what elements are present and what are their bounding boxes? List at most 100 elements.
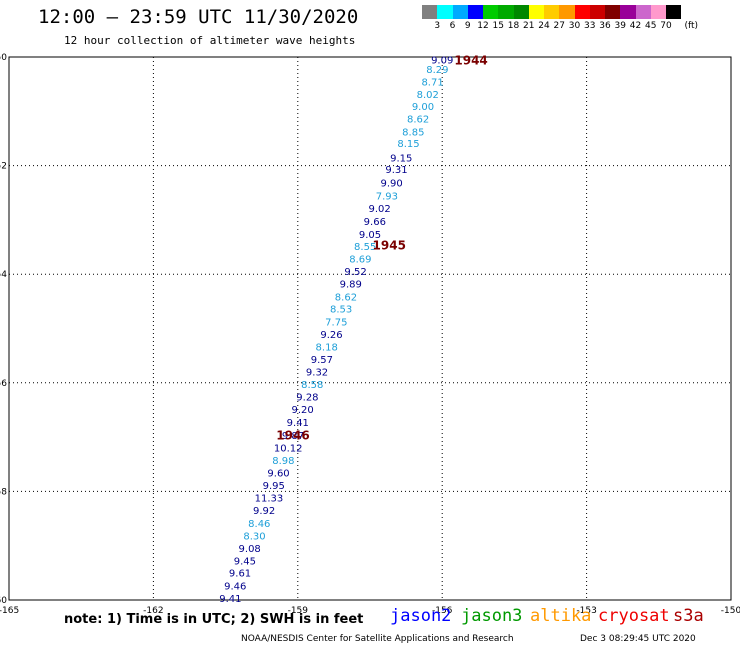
- legend-swatch: [452, 5, 468, 19]
- plot-frame: [8, 56, 732, 601]
- legend-tick-label: 21: [523, 21, 535, 31]
- legend-tick-label: 24: [538, 21, 550, 31]
- legend-tick-label: 39: [614, 21, 626, 31]
- y-tick-label: -58: [0, 487, 7, 497]
- swh-data-label: 9.87: [282, 431, 304, 442]
- legend-swatch: [513, 5, 529, 19]
- legend-swatch: [528, 5, 544, 19]
- swh-data-label: 8.58: [301, 380, 323, 391]
- legend-swatch: [422, 5, 438, 19]
- x-tick-label: -153: [576, 606, 596, 616]
- swh-data-label: 9.32: [306, 367, 328, 378]
- legend-tick-label: 27: [553, 21, 565, 31]
- swh-data-label: 8.30: [243, 531, 265, 542]
- legend-swatch: [544, 5, 560, 19]
- swh-data-label: 8.02: [417, 90, 439, 101]
- swh-data-label: 9.45: [234, 556, 256, 567]
- swh-data-label: 9.57: [311, 355, 333, 366]
- satellite-s3a: s3a: [673, 606, 704, 626]
- swh-data-label: 8.18: [316, 342, 338, 353]
- satellite-jason3: jason3: [461, 606, 523, 626]
- legend-ticks: 3 6 9 12 15 18 21 24 27 30 33 36 39 42 45 70 (ft): [422, 21, 698, 35]
- swh-data-label: 9.20: [291, 405, 313, 416]
- swh-data-label: 8.46: [248, 519, 270, 530]
- legend-swatch: [589, 5, 605, 19]
- legend-swatches: [422, 5, 682, 19]
- satellite-cryosat: cryosat: [598, 606, 670, 626]
- y-tick-label: -54: [0, 270, 7, 280]
- satellite-jason2: jason2: [390, 606, 452, 626]
- legend-tick-label: 6: [449, 21, 456, 31]
- swh-data-label: 9.92: [253, 506, 275, 517]
- swh-data-label: 8.62: [407, 114, 429, 125]
- swh-data-label: 9.08: [239, 544, 261, 555]
- legend-tick-label: 30: [568, 21, 581, 31]
- swh-data-label: 9.00: [412, 102, 434, 113]
- swh-data-label: 9.09: [431, 56, 453, 67]
- legend-swatch: [635, 5, 651, 19]
- swh-data-label: 9.02: [368, 204, 390, 215]
- legend-swatch: [559, 5, 575, 19]
- footer-note: note: 1) Time is in UTC; 2) SWH is in fe…: [64, 612, 364, 627]
- legend-tick-label: 15: [492, 21, 504, 31]
- swh-data-label: 9.90: [381, 178, 403, 189]
- y-tick-label: -60: [0, 596, 7, 606]
- legend-tick-label: 12: [477, 21, 489, 31]
- swh-data-label: 9.26: [320, 330, 342, 341]
- legend-swatch: [650, 5, 666, 19]
- x-tick-label: -150: [721, 606, 740, 616]
- legend-tick-label: 42: [629, 21, 642, 31]
- swh-data-label: 9.52: [344, 267, 366, 278]
- legend-swatch: [467, 5, 483, 19]
- legend-swatch: [605, 5, 621, 19]
- time-marker-label: 1945: [373, 238, 406, 252]
- legend-swatch: [437, 5, 453, 19]
- y-tick-label: -50: [0, 53, 7, 63]
- legend-swatch: [666, 5, 682, 19]
- legend-swatch: [620, 5, 636, 19]
- legend-tick-label: 45: [645, 21, 657, 31]
- legend-swatch: [483, 5, 499, 19]
- legend-tick-label: 33: [584, 21, 596, 31]
- swh-data-label: 9.60: [267, 468, 289, 479]
- x-tick-label: -165: [0, 606, 19, 616]
- y-tick-label: -56: [0, 379, 7, 389]
- swh-data-label: 9.46: [224, 581, 246, 592]
- satellite-altika: altika: [530, 606, 592, 626]
- swh-data-label: 8.15: [397, 139, 419, 150]
- legend-tick-label: 18: [507, 21, 520, 31]
- swh-data-label: 8.71: [421, 77, 443, 88]
- swh-data-label: 9.95: [263, 481, 285, 492]
- y-tick-label: -52: [0, 162, 7, 172]
- swh-data-label: 9.31: [385, 165, 407, 176]
- swh-data-label: 8.29: [426, 65, 448, 76]
- page-title: 12:00 – 23:59 UTC 11/30/2020: [38, 6, 359, 28]
- swh-data-label: 10.12: [274, 443, 303, 454]
- swh-data-label: 8.85: [402, 127, 424, 138]
- swh-data-label: 8.98: [272, 456, 294, 467]
- legend-tick-label: 3: [434, 21, 441, 31]
- swh-data-label: 11.33: [255, 493, 284, 504]
- swh-data-label: 7.93: [376, 191, 398, 202]
- time-marker-label: 1946: [276, 428, 309, 442]
- page-subtitle: 12 hour collection of altimeter wave hei…: [64, 34, 356, 47]
- swh-data-label: 9.28: [296, 392, 318, 403]
- swh-data-label: 9.41: [219, 594, 241, 605]
- swh-data-label: 7.75: [325, 317, 347, 328]
- swh-data-label: 9.61: [229, 568, 251, 579]
- swh-data-label: 9.66: [364, 217, 386, 228]
- x-tick-label: -159: [288, 606, 309, 616]
- legend-swatch: [498, 5, 514, 19]
- legend-swatch: [574, 5, 590, 19]
- x-tick-label: -162: [143, 606, 163, 616]
- swh-data-label: 8.55: [354, 242, 376, 253]
- generated-timestamp: Dec 3 08:29:45 UTC 2020: [580, 634, 696, 644]
- legend-unit: (ft): [684, 21, 699, 31]
- color-legend: 3 6 9 12 15 18 21 24 27 30 33 36 39 42 45 70 (ft): [422, 5, 698, 35]
- swh-data-label: 9.41: [287, 418, 309, 429]
- swh-data-label: 8.53: [330, 304, 352, 315]
- credit-line: NOAA/NESDIS Center for Satellite Applica…: [241, 634, 514, 644]
- swh-data-label: 8.69: [349, 254, 371, 265]
- swh-data-label: 8.62: [335, 292, 357, 303]
